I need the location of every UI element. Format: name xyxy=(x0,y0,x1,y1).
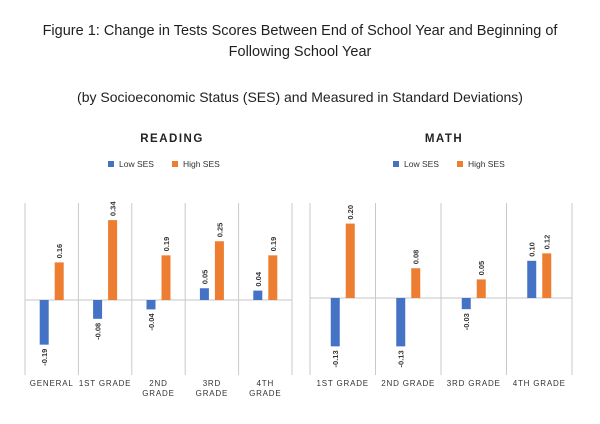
math-bar-low-ses xyxy=(527,260,537,298)
reading-bar-high-ses xyxy=(161,255,171,300)
reading-category-label: GRADE xyxy=(196,389,228,398)
reading-category-label: GRADE xyxy=(142,389,174,398)
math-bar-low-ses xyxy=(330,298,340,347)
reading-bar-high-ses xyxy=(214,241,224,300)
reading-bar-low-ses xyxy=(39,300,49,345)
reading-bar-high-ses xyxy=(54,262,64,300)
figure-subtitle: (by Socioeconomic Status (SES) and Measu… xyxy=(77,89,523,105)
math-bar-high-ses xyxy=(345,223,355,298)
low-ses-swatch xyxy=(393,161,399,167)
math-data-label: 0.20 xyxy=(346,205,355,220)
math-bar-low-ses xyxy=(461,298,471,310)
math-data-label: -0.03 xyxy=(462,313,471,330)
math-category-label: 2ND GRADE xyxy=(381,379,435,388)
legend-high-label: High SES xyxy=(182,159,220,169)
math-bar-high-ses xyxy=(476,279,486,298)
reading-data-label: 0.19 xyxy=(162,237,171,252)
reading-data-label: -0.19 xyxy=(40,349,49,366)
math-chart-title: MATH xyxy=(424,133,464,145)
reading-bar-high-ses xyxy=(108,220,118,300)
reading-data-label: 0.34 xyxy=(109,201,118,216)
math-data-label: 0.12 xyxy=(543,235,552,250)
reading-legend: Low SES High SES xyxy=(108,159,220,169)
math-category-label: 4TH GRADE xyxy=(513,379,566,388)
math-category-label: 1ST GRADE xyxy=(317,379,369,388)
math-bar-high-ses xyxy=(411,268,421,298)
high-ses-swatch xyxy=(171,161,178,167)
reading-category-label: 2ND xyxy=(149,379,167,388)
reading-category-label: 3RD xyxy=(203,379,221,388)
reading-data-label: 0.04 xyxy=(254,271,263,286)
math-data-label: 0.08 xyxy=(412,250,421,265)
math-legend: Low SES High SES xyxy=(393,159,505,169)
reading-data-label: 0.25 xyxy=(215,223,224,238)
reading-data-label: -0.04 xyxy=(147,313,156,331)
reading-bar-low-ses xyxy=(93,300,103,319)
figure-title-line-2: Following School Year xyxy=(228,44,372,60)
math-data-label: -0.13 xyxy=(397,350,406,367)
low-ses-swatch xyxy=(108,161,114,167)
reading-bar-low-ses xyxy=(253,290,263,300)
math-data-label: 0.10 xyxy=(528,242,537,257)
reading-category-label: GENERAL xyxy=(30,379,74,388)
figure-title-line-1: Figure 1: Change in Tests Scores Between… xyxy=(42,23,558,39)
reading-bar-low-ses xyxy=(199,288,209,300)
reading-data-label: 0.19 xyxy=(269,237,278,252)
reading-category-label: 1ST GRADE xyxy=(79,379,131,388)
reading-bar-low-ses xyxy=(146,300,156,310)
legend-low-label: Low SES xyxy=(404,159,439,169)
reading-data-label: 0.16 xyxy=(55,244,64,259)
reading-data-label: 0.05 xyxy=(200,270,209,285)
math-bar-low-ses xyxy=(396,298,406,347)
reading-data-label: -0.08 xyxy=(94,323,103,340)
math-data-label: -0.13 xyxy=(331,350,340,367)
reading-bar-high-ses xyxy=(268,255,278,300)
reading-category-label: GRADE xyxy=(249,389,281,398)
math-bar-high-ses xyxy=(542,253,552,298)
math-category-label: 3RD GRADE xyxy=(447,379,501,388)
legend-high-label: High SES xyxy=(467,159,505,169)
reading-category-label: 4TH xyxy=(257,379,275,388)
math-data-label: 0.05 xyxy=(477,261,486,276)
high-ses-swatch xyxy=(456,161,463,167)
legend-low-label: Low SES xyxy=(119,159,154,169)
reading-chart-title: READING xyxy=(140,133,204,145)
